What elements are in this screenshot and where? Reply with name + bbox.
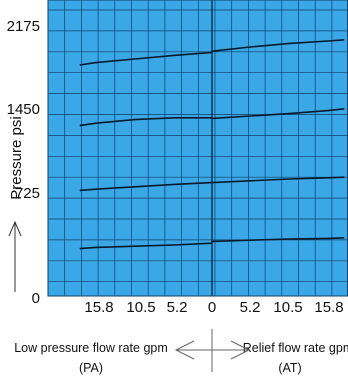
x-right-label: Relief flow rate gpm [243, 341, 348, 355]
y-tick-725: 725 [15, 185, 40, 202]
y-tick-labels: 2175 1450 725 0 [7, 18, 40, 307]
y-axis-title: Pressure psi [8, 116, 25, 199]
y-tick-1450: 1450 [7, 101, 40, 118]
bidirectional-arrow [174, 329, 251, 372]
series-layer [79, 39, 345, 250]
series-line-3 [79, 176, 345, 192]
x-left-label: Low pressure flow rate gpm [14, 341, 168, 355]
x-tick-labels: 15.8 10.5 5.2 0 5.2 10.5 15.8 [84, 299, 343, 316]
x-right-sub: (AT) [278, 361, 301, 375]
grid-lines [48, 0, 348, 296]
x-left-sub: (PA) [79, 361, 103, 375]
series-line-2 [79, 108, 345, 127]
x-tick-zero: 0 [208, 299, 216, 316]
y-axis-arrow-head [8, 220, 22, 237]
x-tick-right-15-8: 15.8 [314, 299, 343, 316]
series-line-1 [79, 39, 345, 66]
x-tick-left-5-2: 5.2 [167, 299, 188, 316]
x-tick-left-10-5: 10.5 [126, 299, 155, 316]
series-line-4 [79, 237, 345, 250]
y-tick-2175: 2175 [7, 18, 40, 35]
x-tick-right-10-5: 10.5 [273, 299, 302, 316]
x-tick-right-5-2: 5.2 [240, 299, 261, 316]
x-tick-left-15-8: 15.8 [84, 299, 113, 316]
y-tick-0: 0 [32, 290, 40, 307]
